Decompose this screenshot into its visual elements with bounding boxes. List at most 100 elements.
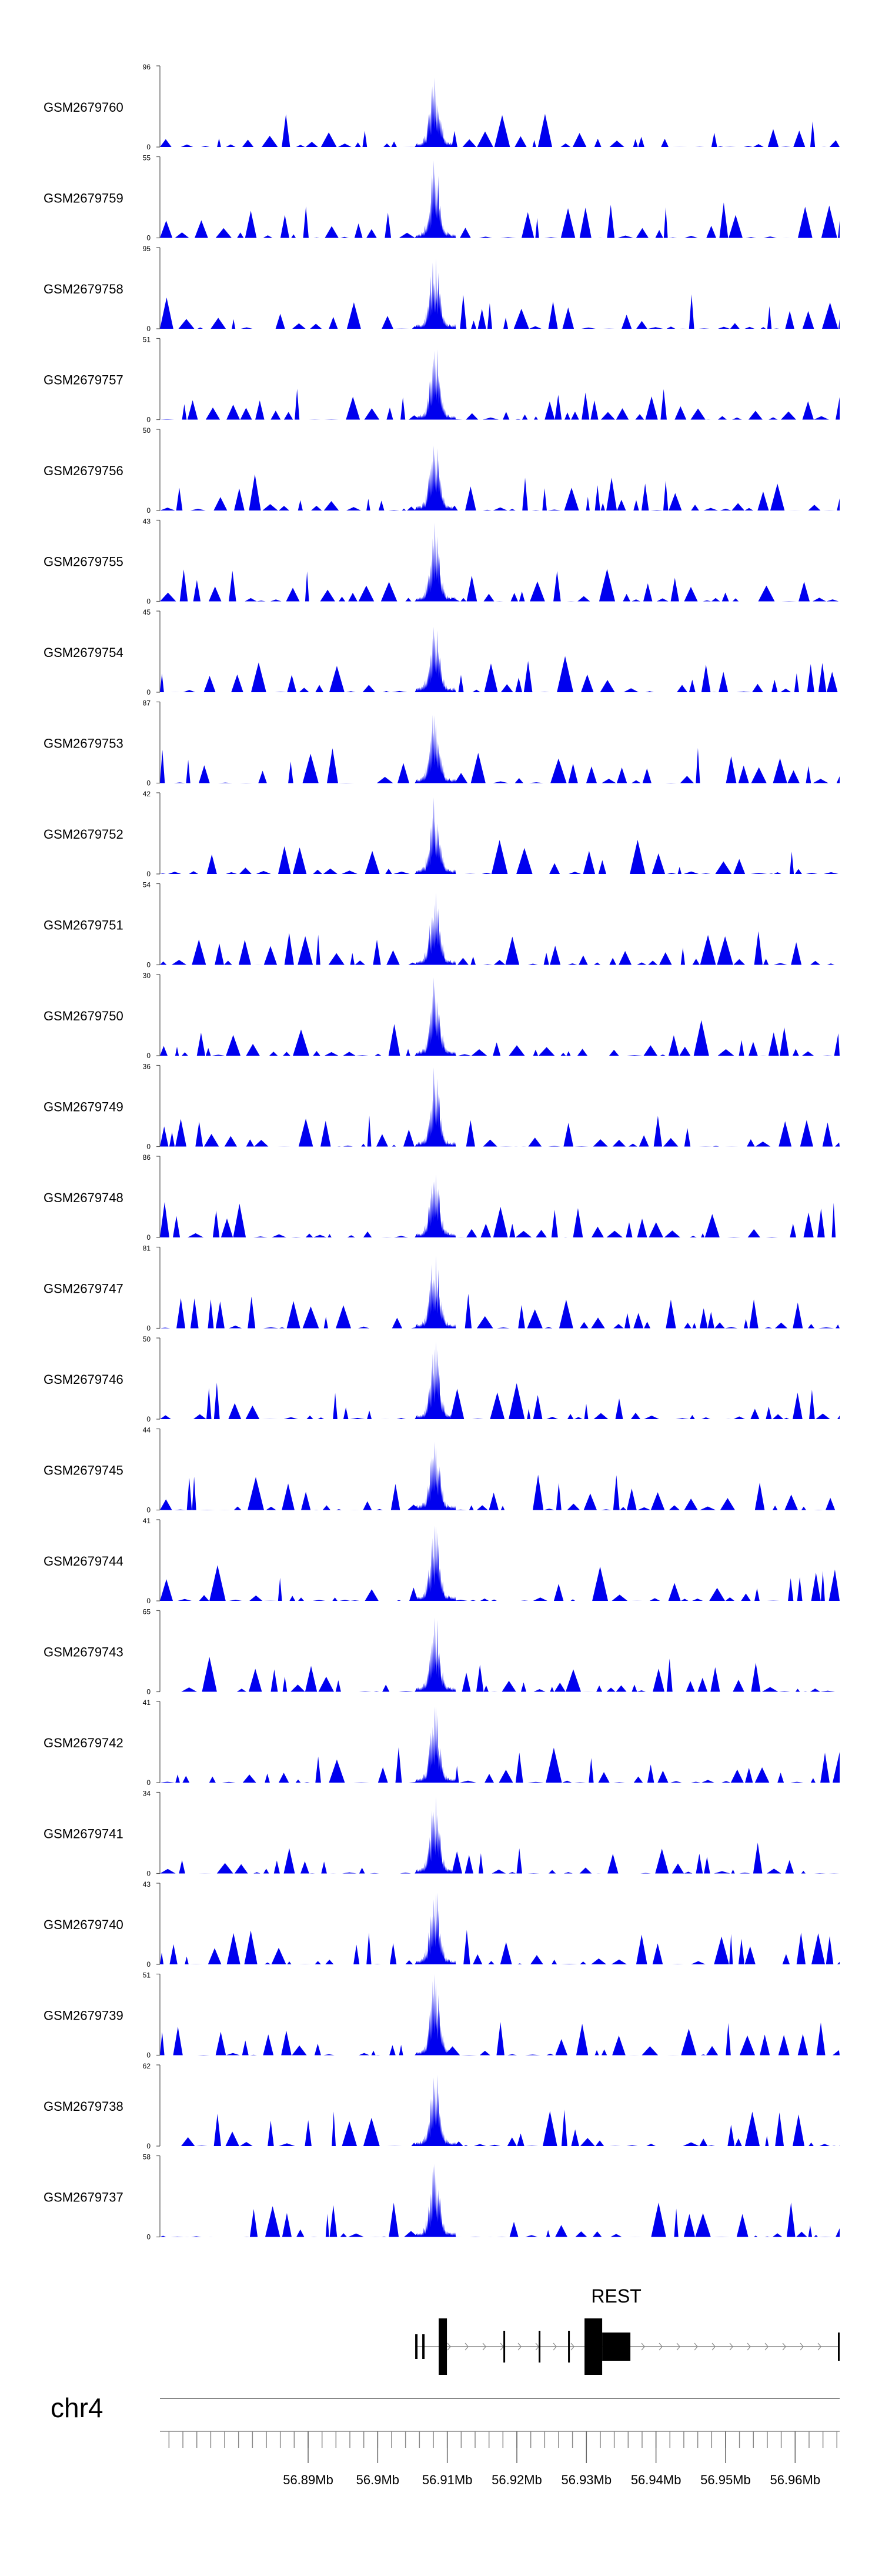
coverage-peak bbox=[415, 160, 456, 238]
track-GSM2679754: GSM2679754 45 0 bbox=[44, 608, 840, 696]
coverage-peak bbox=[415, 1893, 456, 1964]
track-label: GSM2679753 bbox=[44, 736, 123, 751]
coverage-peak bbox=[415, 1342, 456, 1419]
y-axis-max-label: 36 bbox=[143, 1063, 151, 1071]
track-GSM2679753: GSM2679753 87 0 bbox=[44, 699, 840, 788]
coverage-peak bbox=[415, 2074, 456, 2146]
coverage-area bbox=[160, 1202, 840, 1237]
track-GSM2679758: GSM2679758 95 0 bbox=[44, 245, 840, 333]
track-label: GSM2679744 bbox=[44, 1554, 123, 1569]
y-axis-min-label: 0 bbox=[146, 1143, 151, 1151]
gene-track: REST bbox=[415, 2285, 840, 2375]
coverage-area bbox=[160, 294, 840, 329]
track-GSM2679739: GSM2679739 51 0 bbox=[44, 1971, 840, 2060]
coverage-area bbox=[160, 569, 840, 602]
track-label: GSM2679759 bbox=[44, 191, 123, 206]
track-GSM2679755: GSM2679755 43 0 bbox=[44, 518, 840, 606]
y-axis-min-label: 0 bbox=[146, 234, 151, 242]
coverage-area bbox=[160, 1116, 840, 1147]
track-GSM2679746: GSM2679746 50 0 bbox=[44, 1335, 840, 1423]
strand-arrow bbox=[553, 2343, 557, 2351]
strand-arrow bbox=[517, 2343, 522, 2351]
strand-arrow bbox=[747, 2343, 751, 2351]
strand-arrow bbox=[641, 2343, 645, 2351]
track-label: GSM2679747 bbox=[44, 1282, 123, 1296]
strand-arrow bbox=[711, 2343, 716, 2351]
track-label: GSM2679760 bbox=[44, 100, 123, 115]
coverage-area bbox=[160, 748, 840, 783]
y-axis-min-label: 0 bbox=[146, 961, 151, 969]
strand-arrow bbox=[800, 2343, 804, 2351]
y-axis-min-label: 0 bbox=[146, 870, 151, 878]
axis-tick-label: 56.89Mb bbox=[283, 2472, 333, 2487]
track-GSM2679756: GSM2679756 50 0 bbox=[44, 426, 840, 515]
coverage-peak bbox=[415, 626, 456, 692]
axis-tick-label: 56.92Mb bbox=[492, 2472, 542, 2487]
coverage-peak bbox=[415, 349, 456, 420]
axis-tick-label: 56.91Mb bbox=[422, 2472, 473, 2487]
track-label: GSM2679745 bbox=[44, 1463, 123, 1478]
y-axis-max-label: 58 bbox=[143, 2153, 151, 2161]
track-label: GSM2679750 bbox=[44, 1009, 123, 1023]
track-label: GSM2679752 bbox=[44, 827, 123, 842]
strand-arrow bbox=[817, 2343, 821, 2351]
y-axis-max-label: 95 bbox=[143, 245, 151, 253]
gene-exon bbox=[602, 2333, 631, 2361]
gene-exon bbox=[422, 2334, 425, 2359]
coverage-peak bbox=[415, 1706, 456, 1783]
coverage-area bbox=[160, 656, 840, 692]
coverage-peak bbox=[415, 893, 456, 965]
track-label: GSM2679742 bbox=[44, 1736, 123, 1750]
coverage-area bbox=[160, 2022, 840, 2056]
coverage-area bbox=[160, 1383, 840, 1419]
coverage-area bbox=[160, 1020, 840, 1056]
strand-arrow bbox=[764, 2343, 769, 2351]
track-GSM2679745: GSM2679745 44 0 bbox=[44, 1426, 840, 1514]
coverage-peak bbox=[415, 445, 456, 510]
y-axis-max-label: 45 bbox=[143, 608, 151, 616]
coverage-peak bbox=[415, 1617, 456, 1692]
y-axis-max-label: 55 bbox=[143, 154, 151, 162]
y-axis-min-label: 0 bbox=[146, 325, 151, 333]
track-GSM2679742: GSM2679742 41 0 bbox=[44, 1699, 840, 1787]
coverage-area bbox=[160, 389, 840, 420]
y-axis-max-label: 41 bbox=[143, 1699, 151, 1707]
coverage-peak bbox=[415, 1442, 456, 1510]
y-axis-min-label: 0 bbox=[146, 1960, 151, 1968]
y-axis-min-label: 0 bbox=[146, 1324, 151, 1333]
y-axis-min-label: 0 bbox=[146, 416, 151, 424]
y-axis-max-label: 50 bbox=[143, 426, 151, 435]
strand-arrow bbox=[694, 2343, 698, 2351]
track-GSM2679743: GSM2679743 65 0 bbox=[44, 1608, 840, 1696]
strand-arrow bbox=[659, 2343, 663, 2351]
track-label: GSM2679751 bbox=[44, 918, 123, 933]
y-axis-min-label: 0 bbox=[146, 598, 151, 606]
y-axis-min-label: 0 bbox=[146, 1233, 151, 1242]
y-axis-max-label: 30 bbox=[143, 972, 151, 980]
track-label: GSM2679749 bbox=[44, 1100, 123, 1115]
y-axis-min-label: 0 bbox=[146, 506, 151, 515]
track-GSM2679750: GSM2679750 30 0 bbox=[44, 972, 840, 1060]
track-GSM2679738: GSM2679738 62 0 bbox=[44, 2062, 840, 2150]
coverage-area bbox=[160, 1657, 840, 1692]
coverage-peak bbox=[415, 798, 456, 874]
axis-tick-label: 56.94Mb bbox=[631, 2472, 681, 2487]
coverage-area bbox=[160, 474, 840, 510]
track-label: GSM2679737 bbox=[44, 2190, 123, 2205]
y-axis-max-label: 44 bbox=[143, 1426, 151, 1434]
track-label: GSM2679755 bbox=[44, 555, 123, 569]
strand-arrow bbox=[465, 2343, 469, 2351]
track-label: GSM2679738 bbox=[44, 2099, 123, 2114]
track-GSM2679757: GSM2679757 51 0 bbox=[44, 336, 840, 424]
coverage-area bbox=[160, 1565, 840, 1601]
chromosome-label: chr4 bbox=[51, 2393, 103, 2423]
y-axis-max-label: 54 bbox=[143, 881, 151, 889]
coverage-peak bbox=[415, 1525, 456, 1601]
track-label: GSM2679758 bbox=[44, 282, 123, 296]
y-axis-min-label: 0 bbox=[146, 1688, 151, 1696]
track-label: GSM2679743 bbox=[44, 1645, 123, 1660]
coverage-peak bbox=[415, 259, 456, 329]
y-axis-min-label: 0 bbox=[146, 2051, 151, 2060]
y-axis-max-label: 86 bbox=[143, 1153, 151, 1162]
gene-name-label: REST bbox=[591, 2285, 641, 2307]
